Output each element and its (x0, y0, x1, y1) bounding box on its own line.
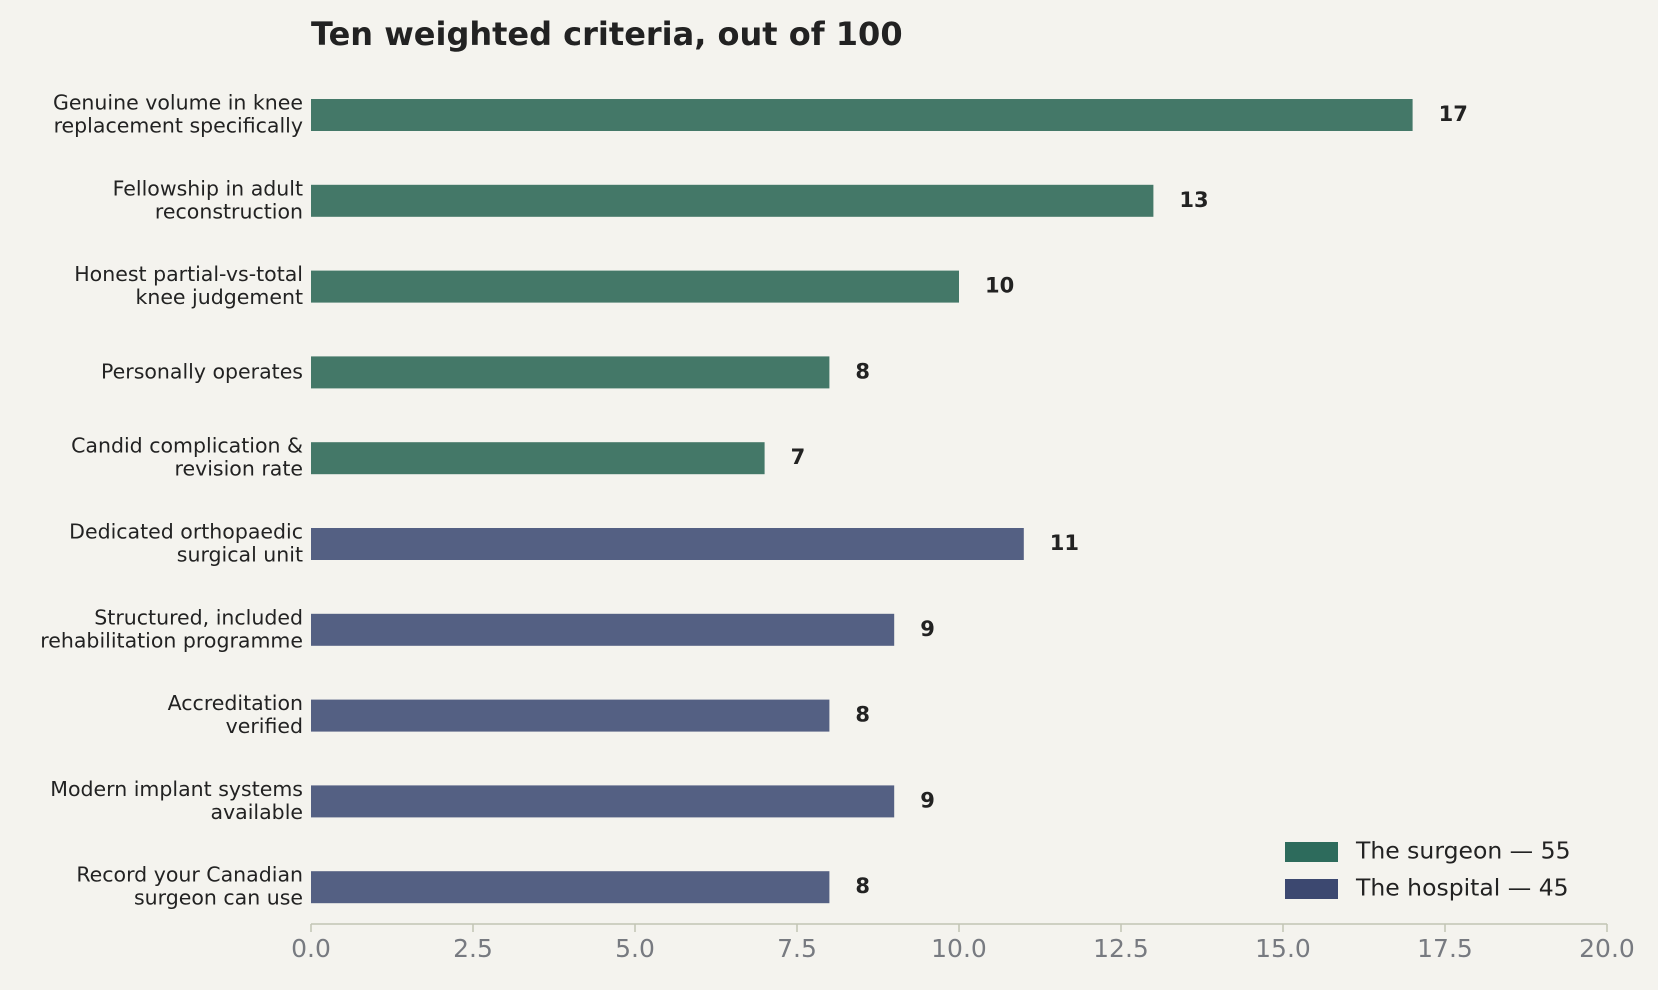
category-label: Personally operates (101, 359, 303, 383)
bar-value-label: 7 (791, 445, 806, 469)
bar-value-label: 17 (1439, 102, 1468, 126)
category-label: Structured, included (94, 605, 303, 629)
bar-value-label: 8 (855, 359, 870, 383)
x-tick-label: 0.0 (291, 934, 331, 963)
category-label: revision rate (175, 457, 304, 481)
category-label: Accreditation (168, 691, 303, 715)
bar-value-label: 11 (1050, 531, 1079, 555)
legend-label: The surgeon — 55 (1355, 837, 1571, 865)
bar-value-label: 9 (920, 788, 935, 812)
legend: The surgeon — 55 The hospital — 45 (1285, 837, 1571, 902)
category-label: Candid complication & (71, 434, 303, 458)
bar-value-label: 10 (985, 274, 1014, 298)
legend-swatch (1285, 842, 1338, 862)
category-label: surgical unit (177, 543, 303, 567)
bar (311, 613, 895, 646)
bar-value-label: 8 (855, 874, 870, 898)
bar-value-label: 13 (1179, 188, 1208, 212)
x-tick-label: 17.5 (1417, 934, 1473, 963)
bar-value-label: 9 (920, 617, 935, 641)
category-label: rehabilitation programme (40, 628, 303, 652)
bar (311, 356, 830, 389)
legend-label: The hospital — 45 (1355, 874, 1569, 902)
category-label: reconstruction (155, 199, 303, 223)
bar (311, 99, 1413, 131)
x-tick-label: 12.5 (1093, 934, 1149, 963)
x-tick-label: 10.0 (931, 934, 987, 963)
x-tick-label: 2.5 (453, 934, 493, 963)
x-tick-label: 7.5 (777, 934, 817, 963)
x-tick-label: 15.0 (1255, 934, 1311, 963)
chart-title: Ten weighted criteria, out of 100 (311, 15, 903, 53)
category-label: available (210, 800, 303, 824)
category-label: Record your Canadian (76, 863, 303, 887)
bar (311, 528, 1024, 560)
bar (311, 442, 765, 475)
bar (311, 871, 830, 904)
bar-value-label: 8 (855, 703, 870, 727)
category-label: Genuine volume in knee (53, 91, 303, 115)
category-label: Honest partial-vs-total (74, 262, 303, 286)
legend-swatch (1285, 879, 1338, 899)
bar (311, 785, 895, 818)
category-label: knee judgement (135, 285, 303, 309)
x-axis: 0.0 2.5 5.0 7.5 10.0 12.5 15.0 17.5 20.0 (291, 923, 1635, 963)
category-label: Modern implant systems (50, 777, 303, 801)
category-label: surgeon can use (134, 886, 303, 910)
category-label: Fellowship in adult (113, 176, 303, 200)
category-label: Dedicated orthopaedic (69, 520, 303, 544)
bar (311, 699, 830, 732)
x-tick-label: 5.0 (615, 934, 655, 963)
category-label: replacement specifically (54, 114, 303, 138)
bar (311, 270, 959, 303)
category-label: verified (226, 714, 303, 738)
bar (311, 184, 1154, 217)
x-tick-label: 20.0 (1579, 934, 1635, 963)
